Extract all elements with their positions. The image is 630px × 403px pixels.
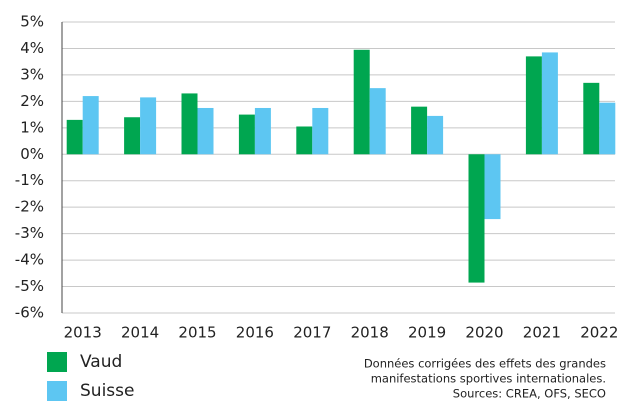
x-tick-label: 2014 bbox=[121, 324, 159, 342]
note: manifestations sportives internationales… bbox=[371, 372, 606, 386]
y-tick-label: -1% bbox=[15, 171, 44, 189]
x-tick-label: 2015 bbox=[178, 324, 216, 342]
bar bbox=[124, 117, 141, 155]
bar bbox=[197, 107, 214, 155]
bar bbox=[468, 154, 485, 283]
bar bbox=[254, 107, 271, 155]
legend-swatch bbox=[47, 381, 67, 401]
y-tick-label: -2% bbox=[15, 198, 44, 216]
bar bbox=[312, 107, 329, 155]
bar bbox=[484, 154, 501, 220]
legend-label: Suisse bbox=[80, 381, 134, 401]
bar bbox=[411, 106, 428, 155]
y-tick-label: 1% bbox=[20, 118, 44, 136]
bar bbox=[181, 93, 198, 155]
x-tick-label: 2018 bbox=[351, 324, 389, 342]
y-tick-label: 3% bbox=[20, 65, 44, 83]
legend-swatch bbox=[47, 352, 67, 372]
y-tick-label: 4% bbox=[20, 39, 44, 57]
bar bbox=[82, 96, 99, 155]
x-tick-label: 2019 bbox=[408, 324, 446, 342]
y-tick-label: -5% bbox=[15, 277, 44, 295]
note: Sources: CREA, OFS, SECO bbox=[453, 387, 606, 401]
bar bbox=[427, 115, 444, 155]
bar bbox=[525, 56, 542, 155]
y-tick-label: 0% bbox=[20, 145, 44, 163]
y-tick-label: -4% bbox=[15, 251, 44, 269]
note: Données corrigées des effets des grandes bbox=[364, 357, 606, 371]
bar bbox=[583, 82, 600, 155]
y-tick-label: 5% bbox=[20, 13, 44, 31]
x-tick-label: 2016 bbox=[236, 324, 274, 342]
x-tick-label: 2020 bbox=[465, 324, 503, 342]
bar bbox=[296, 126, 313, 155]
bar bbox=[66, 119, 83, 155]
bar bbox=[599, 102, 616, 155]
y-tick-label: -6% bbox=[15, 304, 44, 322]
legend-label: Vaud bbox=[80, 352, 122, 372]
bar bbox=[140, 97, 157, 155]
x-tick-label: 2013 bbox=[64, 324, 102, 342]
bar bbox=[369, 88, 386, 155]
y-tick-label: 2% bbox=[20, 92, 44, 110]
bar bbox=[541, 52, 558, 155]
y-tick-label: -3% bbox=[15, 224, 44, 242]
x-tick-label: 2022 bbox=[580, 324, 618, 342]
bar bbox=[353, 49, 370, 155]
x-tick-label: 2021 bbox=[523, 324, 561, 342]
x-tick-label: 2017 bbox=[293, 324, 331, 342]
bar bbox=[238, 114, 255, 155]
